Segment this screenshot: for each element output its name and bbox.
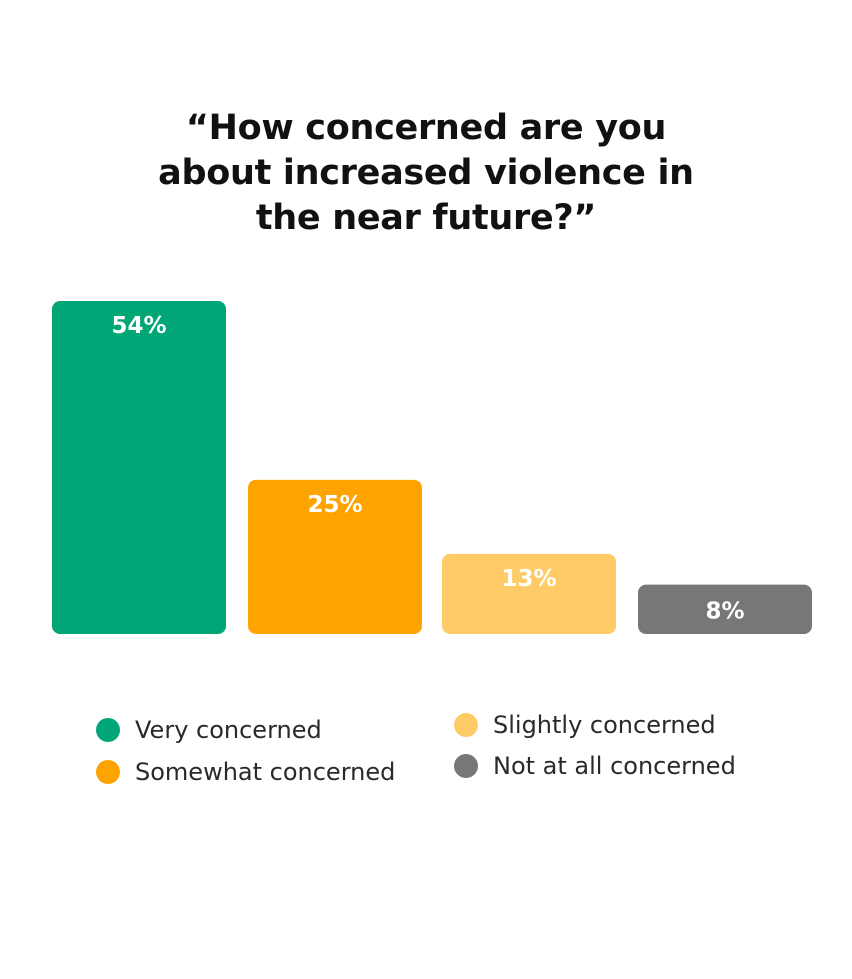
legend-item: Not at all concerned: [454, 752, 736, 780]
legend-swatch: [454, 713, 478, 737]
legend-label: Slightly concerned: [493, 711, 716, 739]
legend-item: Very concerned: [96, 716, 322, 744]
bar-somewhat-concerned: [248, 479, 422, 634]
legend-item: Somewhat concerned: [96, 758, 395, 786]
data-label: 13%: [501, 566, 556, 592]
legend-label: Somewhat concerned: [135, 758, 396, 786]
data-label: 8%: [705, 598, 744, 624]
legend-item: Slightly concerned: [454, 711, 716, 739]
bar-very-concerned: [52, 301, 226, 634]
bar-not-at-all-concerned: [638, 584, 812, 634]
legend-swatch: [96, 718, 120, 742]
data-label: 54%: [111, 313, 166, 339]
legend-swatch: [454, 754, 478, 778]
legend-swatch: [96, 760, 120, 784]
data-label: 25%: [307, 492, 362, 518]
chart-title-line: about increased violence in: [158, 153, 694, 193]
chart-title: “How concerned are you about increased v…: [0, 106, 852, 241]
legend-label: Very concerned: [135, 716, 322, 744]
bar-slightly-concerned: [442, 553, 616, 634]
chart-title-line: the near future?”: [255, 198, 597, 238]
legend-label: Not at all concerned: [493, 752, 736, 780]
chart-title-line: “How concerned are you: [185, 108, 667, 148]
